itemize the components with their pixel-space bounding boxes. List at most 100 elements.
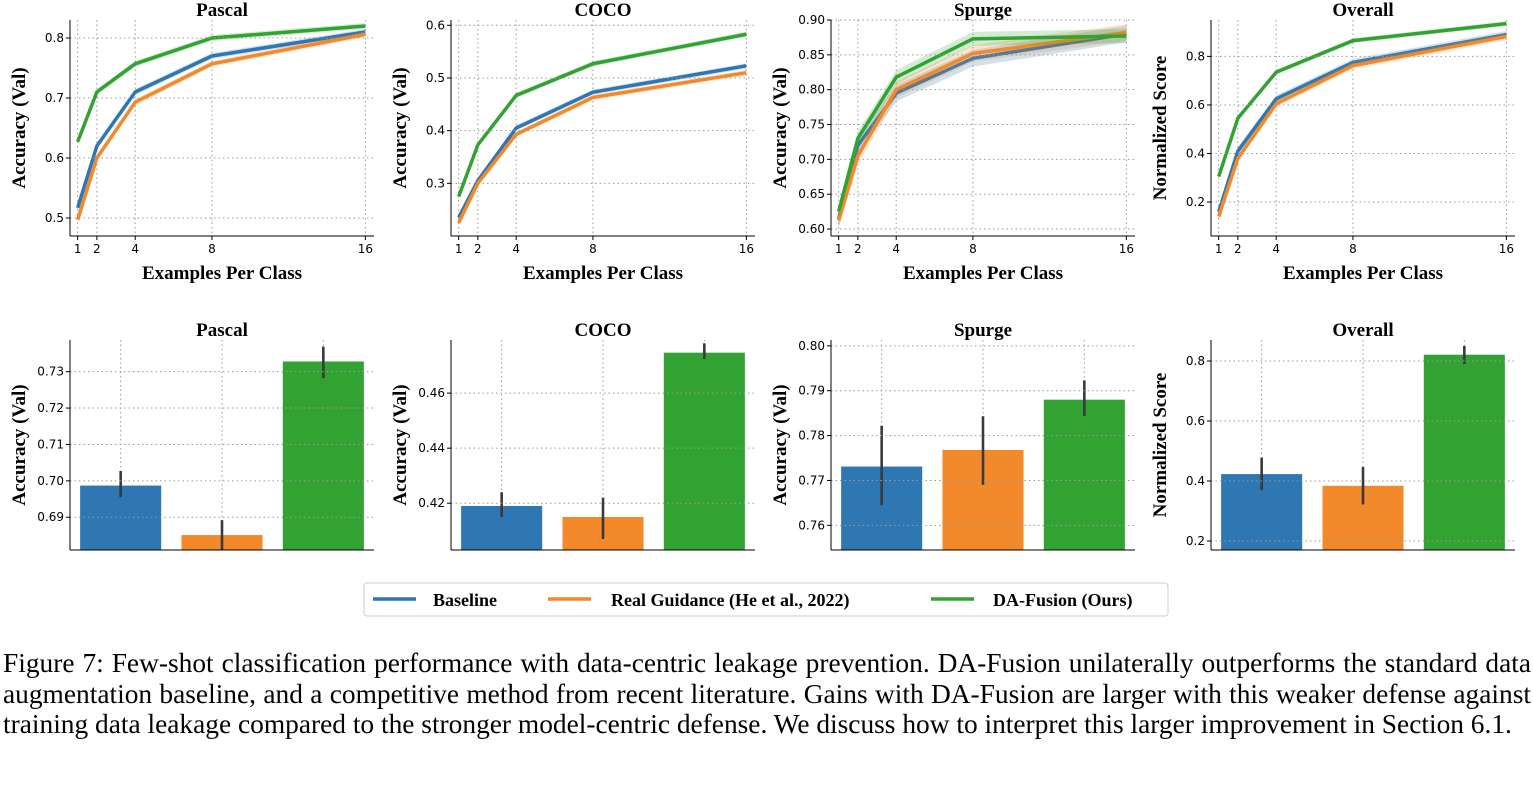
series-real-guidance-he-et-al-2022: [1217, 32, 1507, 221]
x-tick-label: 2: [854, 242, 862, 256]
confidence-band: [458, 63, 747, 221]
line-chart-coco-xlabel: Examples Per Class: [523, 263, 683, 284]
line-chart-overall: 1 2 4 8 16: [1215, 20, 1514, 256]
y-tick-label: 0.6: [1186, 98, 1205, 112]
series-da-fusion-ours: [76, 23, 366, 145]
series-da-fusion-ours: [836, 29, 1127, 219]
x-tick-label: 1: [835, 242, 843, 256]
caption-text: Few-shot classification performance with…: [3, 648, 1531, 739]
line-chart-coco-title: COCO: [575, 0, 632, 21]
x-tick-label: 2: [474, 242, 482, 256]
line-chart-pascal: 1 2 4 8 16: [74, 20, 373, 256]
bar-chart-spurge-y-ticks: 0.76 0.77 0.78 0.79 0.80: [798, 339, 1135, 532]
y-tick-label: 0.8: [45, 31, 64, 45]
y-tick-label: 0.8: [1186, 49, 1205, 63]
series-baseline: [76, 29, 366, 211]
bar-chart-overall-y-ticks: 0.2 0.4 0.6 0.8: [1186, 354, 1515, 548]
x-tick-label: 8: [589, 242, 597, 256]
line-chart-spurge-axes: [830, 20, 1135, 237]
line-chart-pascal-ylabel: Accuracy (Val): [9, 67, 30, 188]
y-tick-label: 0.5: [45, 211, 64, 225]
confidence-band: [838, 25, 1127, 227]
y-tick-label: 0.7: [45, 91, 64, 105]
line-chart-spurge-y-ticks: 0.60 0.65 0.70 0.75 0.80 0.85 0.90: [798, 13, 1135, 236]
line-chart-overall-xlabel: Examples Per Class: [1283, 263, 1443, 284]
legend-label-real-guidance: Real Guidance (He et al., 2022): [611, 590, 849, 611]
confidence-band: [77, 31, 366, 223]
x-tick-label: 4: [512, 242, 520, 256]
series-line: [76, 32, 366, 221]
y-tick-label: 0.65: [798, 187, 825, 201]
x-tick-label: 16: [739, 242, 754, 256]
x-tick-label: 4: [892, 242, 900, 256]
bar-chart-coco-y-ticks: 0.42 0.44 0.46: [418, 386, 755, 510]
line-chart-overall-y-ticks: 0.2 0.4 0.6 0.8: [1186, 49, 1515, 209]
bar-da-fusion-ours: [282, 361, 364, 550]
caption-label: Figure 7:: [3, 648, 104, 678]
figure-caption: Figure 7: Few-shot classification perfor…: [3, 648, 1531, 740]
series-baseline: [1217, 30, 1507, 216]
x-tick-label: 1: [74, 242, 82, 256]
line-chart-spurge-title: Spurge: [954, 0, 1012, 21]
bar-chart-pascal-ylabel: Accuracy (Val): [9, 384, 30, 505]
y-tick-label: 0.2: [1186, 195, 1205, 209]
bar-chart-coco-ylabel: Accuracy (Val): [390, 384, 411, 505]
bar-chart-overall-title: Overall: [1332, 320, 1393, 341]
legend-label-da-fusion: DA-Fusion (Ours): [993, 590, 1133, 611]
bar-chart-coco: [461, 340, 745, 550]
bar-chart-spurge-title: Spurge: [954, 320, 1012, 341]
y-tick-label: 0.78: [798, 429, 825, 443]
y-tick-label: 0.5: [426, 71, 445, 85]
x-tick-label: 4: [131, 242, 139, 256]
line-chart-coco: 1 2 4 8 16: [455, 20, 754, 256]
y-tick-label: 0.70: [37, 474, 64, 488]
x-tick-label: 16: [1499, 242, 1514, 256]
bar-chart-pascal: [80, 340, 364, 550]
y-tick-label: 0.70: [798, 152, 825, 166]
bar-da-fusion-ours: [663, 352, 745, 550]
bar-chart-spurge-axes: [830, 340, 1135, 551]
series-line: [1217, 34, 1507, 218]
y-tick-label: 0.77: [798, 473, 825, 487]
bar-chart-coco-axes: [450, 340, 755, 551]
line-chart-pascal-axes: [69, 20, 374, 237]
bar-chart-overall-ylabel: Normalized Score: [1150, 373, 1171, 518]
y-tick-label: 0.71: [37, 437, 64, 451]
x-tick-label: 8: [969, 242, 977, 256]
bar-chart-pascal-y-ticks: 0.69 0.70 0.71 0.72 0.73: [37, 365, 374, 524]
y-tick-label: 0.4: [426, 124, 445, 138]
y-tick-label: 0.60: [798, 222, 825, 236]
bar-chart-spurge: [841, 340, 1125, 550]
bar-chart-spurge-ylabel: Accuracy (Val): [770, 384, 791, 505]
legend-frame: [363, 582, 1169, 617]
series-baseline: [457, 63, 747, 221]
x-tick-label: 2: [1234, 242, 1242, 256]
y-tick-label: 0.85: [798, 48, 825, 62]
y-tick-label: 0.4: [1186, 146, 1205, 160]
y-tick-label: 0.80: [798, 83, 825, 97]
series-da-fusion-ours: [1217, 21, 1507, 179]
y-tick-label: 0.8: [1186, 354, 1205, 368]
x-tick-label: 4: [1272, 242, 1280, 256]
line-chart-coco-ylabel: Accuracy (Val): [390, 67, 411, 188]
y-tick-label: 0.6: [1186, 414, 1205, 428]
legend-label-baseline: Baseline: [433, 590, 497, 610]
x-tick-label: 16: [1119, 242, 1134, 256]
y-tick-label: 0.73: [37, 365, 64, 379]
series-real-guidance-he-et-al-2022: [76, 31, 366, 223]
series-real-guidance-he-et-al-2022: [457, 70, 747, 226]
y-tick-label: 0.46: [418, 386, 445, 400]
legend: Baseline Real Guidance (He et al., 2022)…: [363, 582, 1169, 617]
y-tick-label: 0.72: [37, 401, 64, 415]
y-tick-label: 0.90: [798, 13, 825, 27]
y-tick-label: 0.3: [426, 176, 445, 190]
series-line: [457, 32, 747, 198]
x-tick-label: 8: [208, 242, 216, 256]
line-chart-pascal-xlabel: Examples Per Class: [142, 263, 302, 284]
bar-chart-coco-title: COCO: [575, 320, 632, 341]
x-tick-label: 8: [1349, 242, 1357, 256]
series-line: [76, 30, 366, 209]
x-tick-label: 16: [358, 242, 373, 256]
y-tick-label: 0.42: [418, 496, 445, 510]
